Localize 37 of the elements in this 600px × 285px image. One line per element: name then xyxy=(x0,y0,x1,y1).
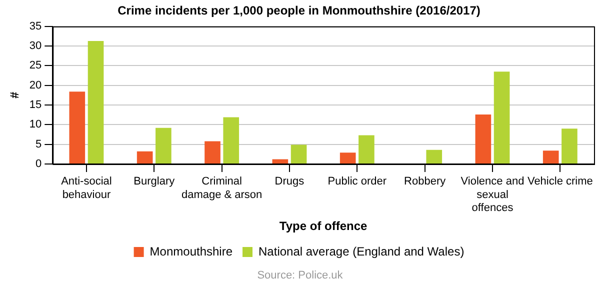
x-tick-label: Drugs xyxy=(274,176,305,188)
bar xyxy=(156,128,172,164)
legend-label: Monmouthshire xyxy=(150,244,233,258)
x-axis-title: Type of offence xyxy=(279,219,368,234)
x-tick-label: Criminal damage & arson xyxy=(181,176,262,201)
bar xyxy=(223,117,240,164)
y-tick-label: 15 xyxy=(29,99,42,112)
bar xyxy=(475,114,492,164)
y-tick-label: 0 xyxy=(36,158,42,170)
bar xyxy=(88,40,104,164)
bar xyxy=(136,151,153,164)
bar xyxy=(494,72,510,164)
legend-label: National average (England and Wales) xyxy=(258,244,464,258)
bar xyxy=(204,141,220,164)
x-tick-label: Violence and sexual offences xyxy=(460,176,524,214)
y-tick-label: 35 xyxy=(29,20,42,32)
y-tick-label: 20 xyxy=(29,79,42,92)
x-tick-label: Vehicle crime xyxy=(527,176,593,188)
y-tick-label: 25 xyxy=(29,60,42,72)
y-axis-title: # xyxy=(8,92,22,99)
bar xyxy=(272,159,288,164)
x-tick-label: Anti-social behaviour xyxy=(61,176,112,201)
y-tick-label: 5 xyxy=(36,138,42,150)
y-tick-label: 10 xyxy=(29,118,42,131)
bar xyxy=(562,128,578,164)
bar xyxy=(290,144,307,164)
bar xyxy=(542,150,559,164)
bar xyxy=(340,152,356,164)
x-tick-label: Robbery xyxy=(404,176,446,188)
bar xyxy=(69,92,86,164)
bar xyxy=(426,150,442,164)
y-tick-label: 30 xyxy=(29,40,42,52)
bar xyxy=(358,135,374,164)
x-tick-label: Burglary xyxy=(134,176,176,188)
x-tick-label: Public order xyxy=(328,176,387,188)
chart-title: Crime incidents per 1,000 people in Monmouthshire (2016/2017) xyxy=(118,4,480,18)
source-note: Source: Police.uk xyxy=(257,270,344,282)
